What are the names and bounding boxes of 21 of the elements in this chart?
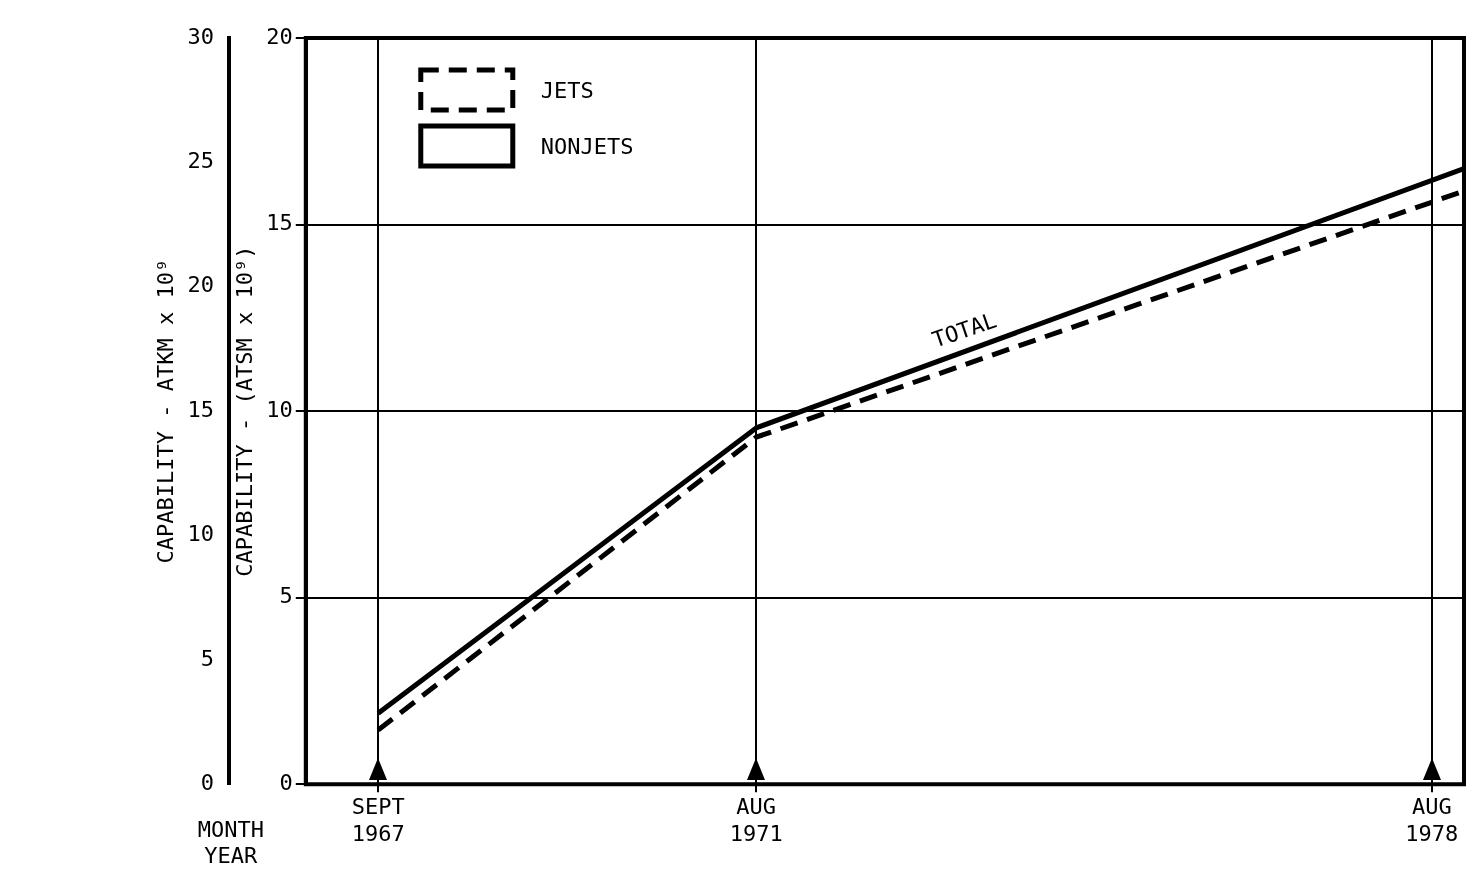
y2-tick-label: 20 (187, 272, 214, 298)
legend-label: NONJETS (540, 133, 634, 159)
y-tick-label: 5 (279, 583, 293, 609)
y2-tick-label: 5 (200, 645, 214, 671)
y2-tick-label: 0 (200, 769, 214, 795)
annotation: TOTAL (929, 307, 1000, 353)
y-tick-label: 0 (279, 769, 293, 795)
x-tick-label: AUG 1971 (729, 794, 783, 846)
y-axis-title: CAPABILITY - (ATSM x 10⁹) (231, 245, 257, 577)
x-tick-label: SEPT 1967 (351, 794, 405, 846)
y2-tick-label: 15 (187, 396, 214, 422)
y2-tick-label: 30 (187, 23, 214, 49)
x-axis-title: MONTH YEAR (197, 816, 264, 868)
y2-tick-label: 10 (187, 521, 214, 547)
y-tick-label: 20 (266, 23, 293, 49)
y-tick-label: 15 (266, 210, 293, 236)
y-tick-label: 10 (266, 396, 293, 422)
legend-label: JETS (540, 77, 594, 103)
y2-tick-label: 25 (187, 148, 214, 174)
y2-axis-title: CAPABILITY - ATKM x 10⁹ (152, 258, 178, 564)
x-tick-label: AUG 1978 (1405, 794, 1459, 846)
